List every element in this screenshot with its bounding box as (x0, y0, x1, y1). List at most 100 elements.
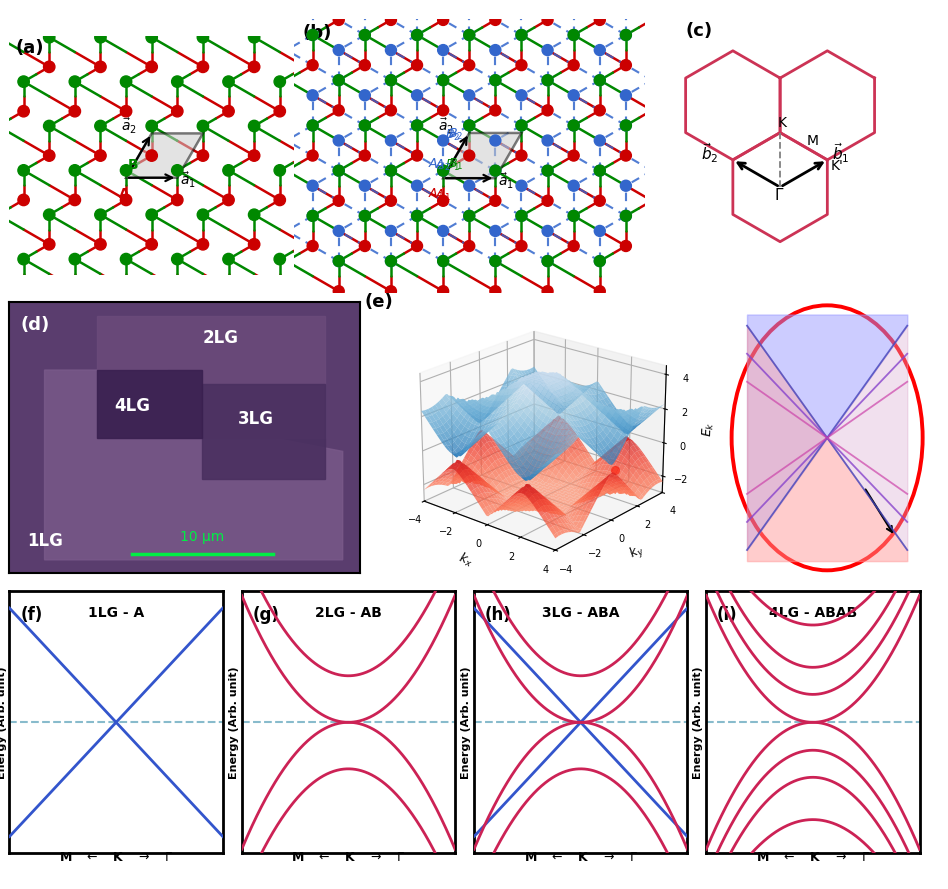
Circle shape (18, 253, 29, 265)
Circle shape (334, 75, 344, 85)
Y-axis label: $k_y$: $k_y$ (626, 541, 647, 565)
Circle shape (307, 120, 319, 131)
Y-axis label: Energy (Arb. unit): Energy (Arb. unit) (694, 666, 703, 779)
Circle shape (248, 61, 260, 73)
Circle shape (334, 256, 344, 267)
Text: 4LG: 4LG (115, 396, 151, 414)
Circle shape (386, 196, 396, 206)
Text: M   $\leftarrow$   K   $\rightarrow$   $\Gamma$: M $\leftarrow$ K $\rightarrow$ $\Gamma$ (59, 851, 173, 863)
Circle shape (516, 90, 527, 100)
Circle shape (386, 256, 396, 267)
Circle shape (438, 165, 448, 176)
Text: K: K (777, 116, 786, 130)
Circle shape (95, 209, 106, 220)
Circle shape (411, 60, 423, 70)
Circle shape (307, 29, 319, 41)
Circle shape (594, 135, 605, 146)
Circle shape (120, 164, 132, 176)
Circle shape (464, 120, 475, 131)
Text: M   $\leftarrow$   K   $\rightarrow$   $\Gamma$: M $\leftarrow$ K $\rightarrow$ $\Gamma$ (291, 851, 406, 863)
Text: 3LG: 3LG (237, 411, 273, 428)
Circle shape (359, 90, 371, 100)
Text: (g): (g) (252, 605, 280, 623)
Circle shape (620, 60, 631, 70)
Circle shape (95, 32, 106, 43)
Circle shape (359, 150, 371, 161)
Circle shape (146, 61, 157, 73)
Circle shape (359, 211, 371, 221)
Circle shape (490, 285, 501, 297)
Circle shape (172, 76, 183, 87)
Circle shape (386, 165, 396, 176)
Circle shape (197, 209, 209, 220)
Circle shape (490, 165, 501, 176)
Circle shape (594, 75, 605, 85)
Circle shape (542, 75, 553, 85)
Circle shape (223, 164, 234, 176)
Circle shape (542, 285, 553, 297)
Circle shape (542, 135, 553, 146)
Circle shape (464, 150, 475, 161)
Circle shape (620, 150, 631, 161)
Y-axis label: Energy (Arb. unit): Energy (Arb. unit) (229, 666, 239, 779)
Circle shape (411, 150, 423, 161)
Circle shape (334, 285, 344, 297)
Text: 2LG: 2LG (202, 329, 238, 347)
Circle shape (594, 256, 605, 267)
Circle shape (359, 241, 371, 252)
Circle shape (542, 44, 553, 55)
Circle shape (95, 61, 106, 73)
Circle shape (248, 120, 260, 132)
Circle shape (359, 120, 371, 131)
Circle shape (568, 120, 579, 131)
Text: $B_1$: $B_1$ (446, 158, 461, 173)
Circle shape (248, 209, 260, 220)
Circle shape (594, 165, 605, 176)
Circle shape (490, 44, 501, 55)
Circle shape (44, 61, 55, 73)
X-axis label: $k_x$: $k_x$ (456, 549, 475, 570)
Y-axis label: Energy (Arb. unit): Energy (Arb. unit) (462, 666, 471, 779)
Circle shape (359, 120, 371, 131)
Circle shape (464, 211, 475, 221)
Text: $\vec{a}_1$: $\vec{a}_1$ (180, 172, 195, 190)
Circle shape (334, 226, 344, 236)
Circle shape (620, 90, 631, 100)
Circle shape (386, 44, 396, 55)
Circle shape (44, 150, 55, 161)
Circle shape (274, 195, 285, 205)
Text: 2LG - AB: 2LG - AB (315, 605, 382, 620)
Circle shape (223, 76, 234, 87)
Circle shape (490, 105, 501, 116)
Circle shape (411, 29, 423, 41)
Circle shape (568, 211, 579, 221)
Circle shape (516, 180, 527, 191)
Circle shape (490, 165, 501, 176)
Circle shape (594, 105, 605, 116)
Circle shape (18, 76, 29, 87)
Circle shape (620, 211, 631, 221)
Circle shape (542, 256, 553, 267)
Circle shape (386, 135, 396, 146)
Circle shape (386, 285, 396, 297)
Circle shape (223, 195, 234, 205)
Circle shape (620, 120, 631, 131)
Circle shape (334, 44, 344, 55)
Circle shape (146, 150, 157, 161)
Circle shape (146, 209, 157, 220)
Circle shape (95, 120, 106, 132)
Circle shape (411, 211, 423, 221)
Circle shape (44, 209, 55, 220)
Text: 1LG - A: 1LG - A (88, 605, 144, 620)
Circle shape (438, 256, 448, 267)
Circle shape (594, 196, 605, 206)
Circle shape (594, 285, 605, 297)
Text: $\vec{b}_1$: $\vec{b}_1$ (832, 141, 849, 164)
Circle shape (464, 120, 475, 131)
Circle shape (438, 135, 448, 146)
Circle shape (438, 165, 448, 176)
Circle shape (386, 165, 396, 176)
Circle shape (438, 14, 448, 26)
Circle shape (464, 29, 475, 41)
Circle shape (594, 75, 605, 85)
